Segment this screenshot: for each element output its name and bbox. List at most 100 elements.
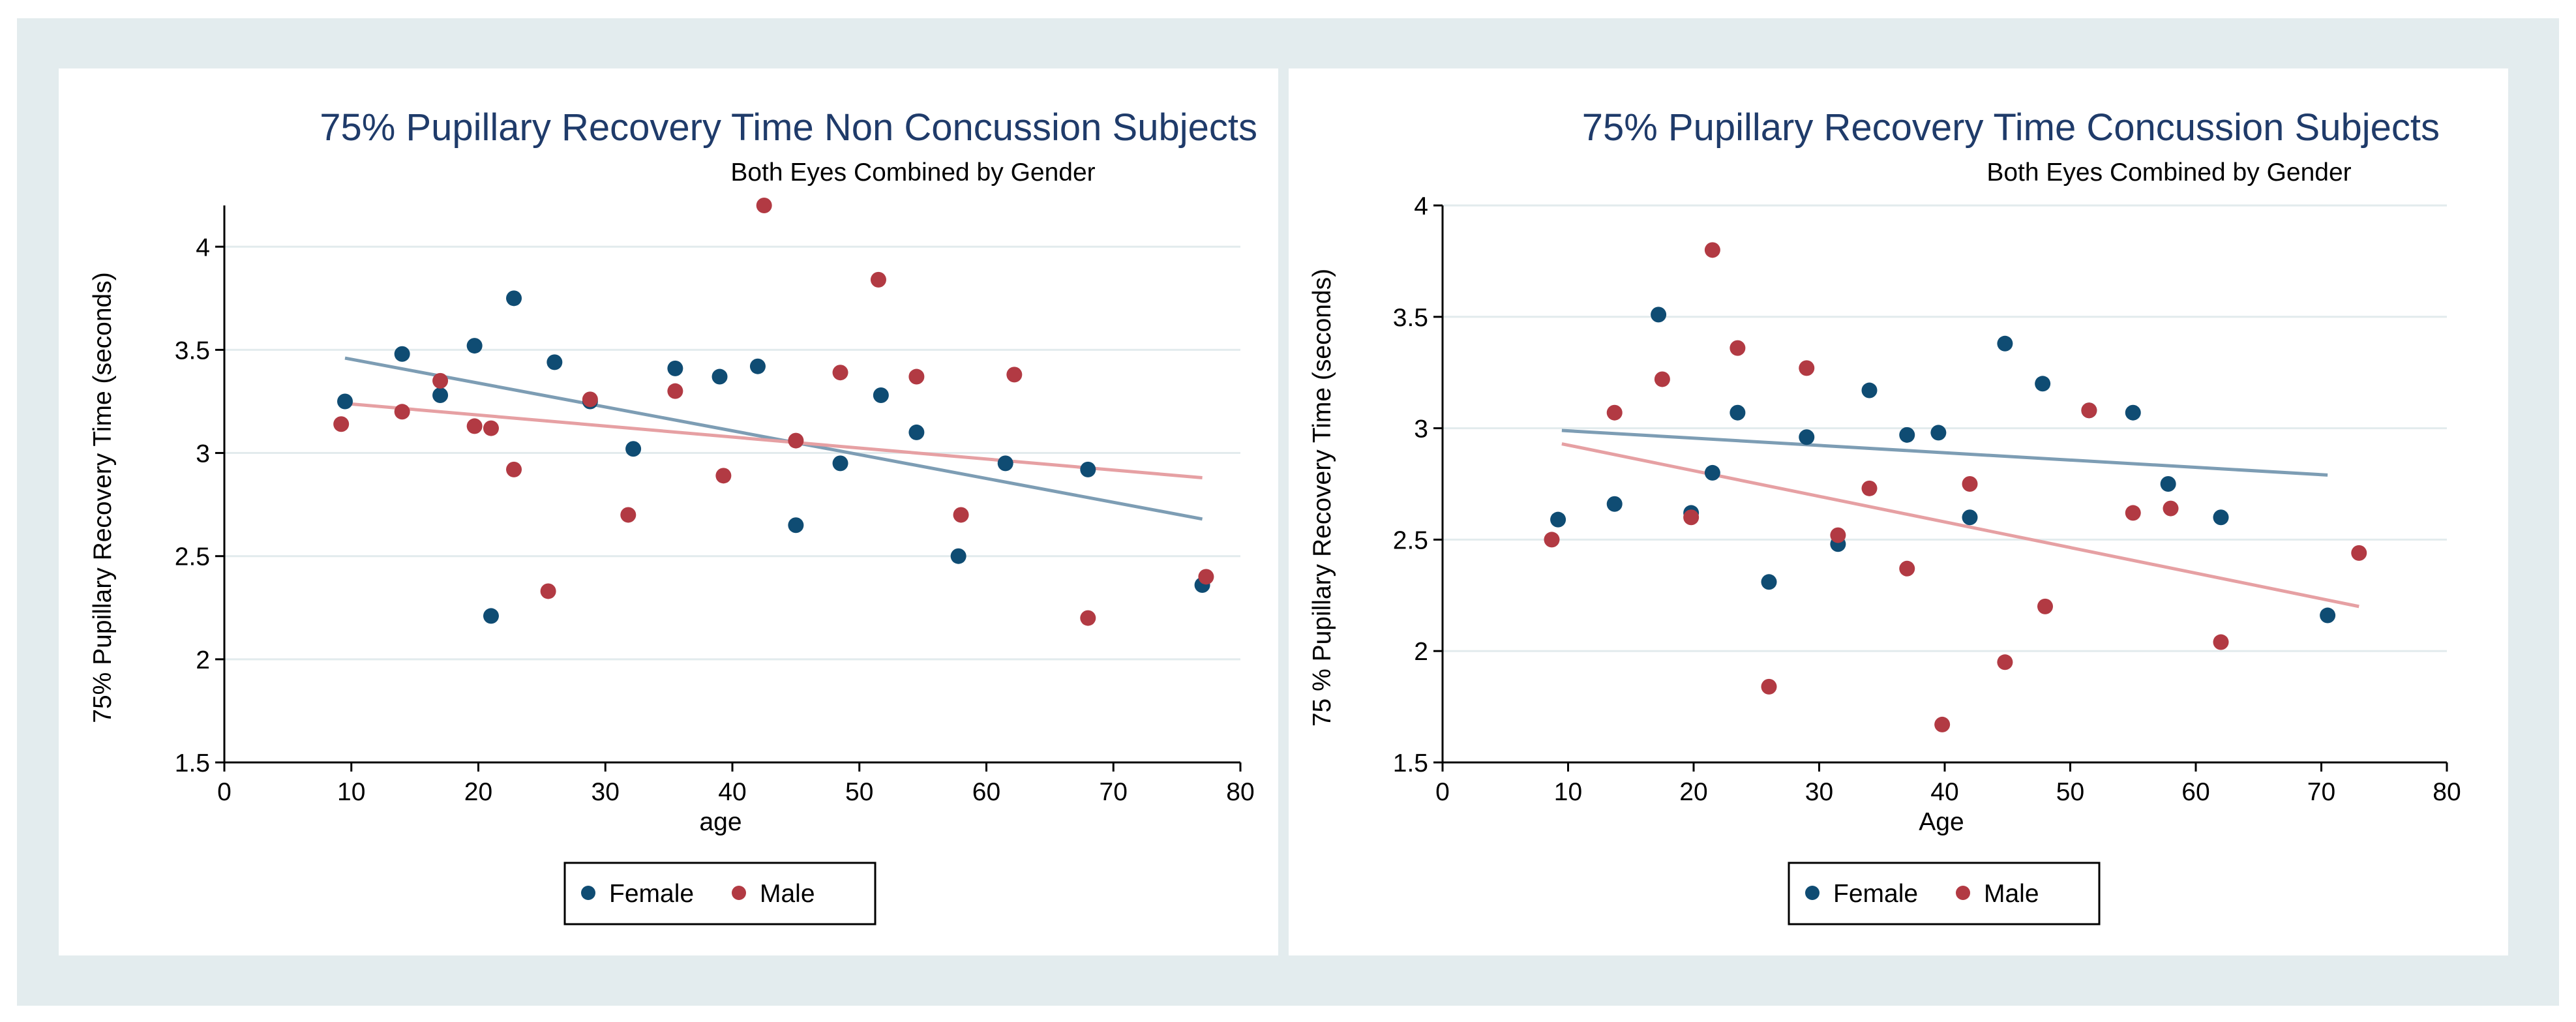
female-point	[1861, 382, 1878, 398]
legend-female-label: Female	[609, 880, 694, 908]
female-point	[432, 387, 449, 403]
female-point	[483, 608, 499, 624]
x-tick-label: 80	[1226, 778, 1254, 806]
male-point	[1997, 654, 2013, 670]
male-fit-line	[1561, 442, 2359, 609]
y-tick-label: 3	[196, 440, 210, 468]
axes: 1.522.533.540 10 20 30 40 50 60 70 80	[1393, 192, 2461, 806]
left-chart-panel: 75% Pupillary Recovery Time Non Concussi…	[59, 68, 1278, 955]
male-point	[582, 391, 598, 408]
right-chart-panel: 75% Pupillary Recovery Time Concussion S…	[1289, 68, 2508, 955]
female-point	[1997, 335, 2013, 352]
male-point	[432, 372, 449, 389]
male-point	[1704, 242, 1720, 258]
axes: 1.522.533.540 10 20 30 40 50 60 70 80	[175, 205, 1255, 806]
female-point	[997, 455, 1013, 472]
female-point	[749, 358, 766, 374]
female-point	[667, 360, 683, 376]
female-point	[908, 424, 925, 440]
male-point	[1654, 371, 1670, 387]
x-tick-label: 60	[972, 778, 1000, 806]
left-chart: 75% Pupillary Recovery Time Non Concussi…	[89, 106, 1257, 925]
y-tick-label: 4	[1414, 192, 1428, 220]
male-point	[1683, 509, 1700, 526]
female-point	[1962, 509, 1978, 526]
x-axis-title: Age	[1919, 808, 1964, 836]
male-point	[1761, 678, 1777, 695]
y-axis-title: 75 % Pupillary Recovery Time (seconds)	[1308, 269, 1336, 727]
y-tick-label: 2.5	[1393, 526, 1428, 554]
male-point	[2213, 634, 2229, 650]
female-point	[1651, 307, 1667, 323]
male-point	[1606, 404, 1623, 421]
male-point	[953, 507, 969, 523]
female-point	[506, 290, 522, 307]
male-point	[2081, 402, 2097, 419]
male-point	[466, 418, 483, 434]
female-point	[1550, 511, 1566, 528]
female-point	[788, 517, 804, 534]
x-tick-label: 80	[2433, 778, 2461, 806]
male-point	[506, 461, 522, 477]
female-point	[1899, 427, 1915, 443]
male-point	[1080, 610, 1096, 626]
male-point	[715, 468, 732, 484]
female-point	[1080, 461, 1096, 477]
gridlines	[1443, 204, 2447, 764]
gridlines	[224, 245, 1240, 764]
male-point	[540, 583, 556, 599]
male-point	[1934, 716, 1951, 732]
legend-box	[1788, 862, 2101, 925]
female-point	[711, 368, 728, 385]
male-point	[1861, 480, 1878, 496]
x-tick-label: 50	[2056, 778, 2084, 806]
female-point	[2320, 607, 2336, 624]
male-fit-line	[344, 402, 1203, 480]
x-tick-label: 30	[1805, 778, 1833, 806]
x-tick-label: 70	[2307, 778, 2335, 806]
male-point	[2351, 545, 2367, 561]
female-point	[1799, 429, 1815, 445]
y-axis-title: 75% Pupillary Recovery Time (seconds)	[89, 272, 117, 723]
legend-male-marker	[732, 886, 746, 900]
female-point	[2213, 509, 2229, 526]
legend-female-marker	[1805, 886, 1820, 900]
legend-female-label: Female	[1833, 880, 1918, 908]
legend-male-label: Male	[1984, 880, 2039, 908]
legend-female-marker	[581, 886, 595, 900]
male-point	[756, 198, 772, 213]
male-point	[788, 432, 804, 449]
legend-male-marker	[1956, 886, 1970, 900]
chart-subtitle: Both Eyes Combined by Gender	[1986, 158, 2351, 187]
chart-subtitle: Both Eyes Combined by Gender	[730, 158, 1095, 187]
male-point	[1006, 367, 1023, 383]
male-point	[2037, 598, 2053, 614]
legend: Female Male	[1788, 862, 2101, 925]
y-tick-label: 2	[1414, 638, 1428, 666]
female-point	[1930, 425, 1947, 441]
legend-male-label: Male	[760, 880, 815, 908]
male-point	[1730, 340, 1746, 356]
legend: Female Male	[563, 862, 876, 925]
female-point	[832, 455, 848, 472]
x-tick-label: 0	[217, 778, 232, 806]
female-fit-line	[1561, 428, 2328, 477]
female-point	[466, 338, 483, 354]
male-point	[620, 507, 637, 523]
fit-lines	[344, 356, 1203, 521]
female-point	[1761, 574, 1777, 590]
male-point	[333, 416, 350, 432]
chart-title: 75% Pupillary Recovery Time Non Concussi…	[320, 106, 1257, 149]
x-tick-label: 20	[464, 778, 492, 806]
male-point	[1962, 476, 1978, 492]
female-fit-line	[344, 356, 1203, 521]
female-point	[337, 393, 353, 410]
x-axis-title: age	[699, 808, 741, 836]
x-tick-label: 10	[1554, 778, 1582, 806]
y-tick-label: 1.5	[1393, 749, 1428, 777]
x-tick-label: 40	[1930, 778, 1958, 806]
female-point	[547, 354, 563, 370]
y-tick-label: 3.5	[1393, 304, 1428, 332]
y-tick-label: 1.5	[175, 749, 210, 777]
